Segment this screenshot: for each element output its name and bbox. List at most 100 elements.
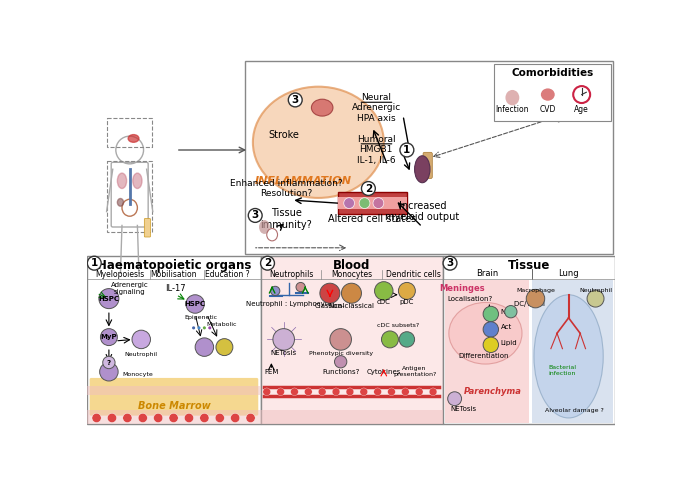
Text: DC/T cell: DC/T cell [514,301,545,307]
Circle shape [375,282,393,300]
Text: Differentiation: Differentiation [458,353,509,360]
FancyBboxPatch shape [260,410,443,424]
Ellipse shape [449,302,522,364]
Circle shape [374,388,382,396]
Circle shape [271,286,280,296]
FancyBboxPatch shape [88,385,260,395]
Text: Lung: Lung [558,269,579,278]
Ellipse shape [312,99,333,116]
Circle shape [448,392,462,406]
Text: Mobilisation: Mobilisation [150,270,197,279]
FancyBboxPatch shape [260,256,443,424]
Text: Antigen
presentation?: Antigen presentation? [393,366,436,377]
FancyBboxPatch shape [90,378,258,416]
Circle shape [399,332,414,347]
Text: cDC: cDC [377,300,390,305]
Text: Stroke: Stroke [269,130,299,140]
Circle shape [195,338,214,356]
FancyBboxPatch shape [532,280,613,422]
Text: pDC: pDC [400,300,414,305]
Text: IL-17: IL-17 [166,284,186,293]
Text: Tissue
immunity?: Tissue immunity? [260,208,312,230]
Text: Parenchyma: Parenchyma [464,386,522,396]
FancyBboxPatch shape [338,192,407,214]
Circle shape [373,198,384,208]
Text: Lipid: Lipid [501,339,517,346]
Text: Brain: Brain [476,269,498,278]
Text: Alveolar damage ?: Alveolar damage ? [545,408,603,413]
Text: HSPC: HSPC [185,301,206,307]
Circle shape [415,388,423,396]
Circle shape [587,290,604,307]
FancyBboxPatch shape [88,256,260,424]
Ellipse shape [541,88,555,101]
Text: Haematopoietic organs: Haematopoietic organs [97,259,251,272]
Circle shape [526,289,545,308]
Circle shape [138,413,147,422]
Text: Monocytes: Monocytes [332,270,373,279]
Circle shape [108,413,116,422]
Circle shape [216,339,233,356]
FancyBboxPatch shape [338,197,407,209]
Circle shape [290,388,298,396]
Circle shape [169,413,178,422]
Circle shape [263,388,271,396]
Circle shape [231,413,240,422]
Circle shape [346,388,353,396]
Text: Bacterial
infection: Bacterial infection [549,365,576,376]
Text: Infection: Infection [496,106,529,114]
Ellipse shape [414,156,430,183]
Text: Nk: Nk [501,309,510,315]
Ellipse shape [133,173,142,189]
Text: NETosis: NETosis [271,350,297,356]
Circle shape [273,329,295,350]
Circle shape [99,362,118,381]
FancyBboxPatch shape [145,218,151,237]
Ellipse shape [128,134,139,142]
Text: Altered cell states: Altered cell states [328,214,416,224]
Text: Epigenetic: Epigenetic [185,315,218,320]
Text: FEM: FEM [264,369,279,375]
Text: NETosis: NETosis [451,406,477,412]
Circle shape [184,413,194,422]
Circle shape [288,93,302,107]
Ellipse shape [259,220,270,234]
Circle shape [296,282,306,292]
Circle shape [360,388,368,396]
Text: Increased
myeloid output: Increased myeloid output [385,201,460,222]
Text: Cytokines: Cytokines [366,369,401,375]
Circle shape [103,356,115,369]
Text: Classical: Classical [314,303,345,309]
Text: Adrenergic
signaling: Adrenergic signaling [111,282,149,295]
Text: Non-classical: Non-classical [328,303,375,309]
Text: 2: 2 [365,183,372,193]
Circle shape [277,388,284,396]
Text: Neutrophils: Neutrophils [269,270,314,279]
Ellipse shape [117,173,127,189]
Text: Monocyte: Monocyte [122,372,153,377]
Ellipse shape [534,295,603,418]
Text: Meninges: Meninges [440,284,485,293]
Circle shape [215,413,225,422]
Ellipse shape [253,87,384,198]
Text: Blood: Blood [333,259,371,272]
Text: Neutrophil : Lymphocyte: Neutrophil : Lymphocyte [246,301,332,307]
Text: Metabolic: Metabolic [207,322,237,326]
Circle shape [320,283,340,303]
Circle shape [132,330,151,348]
Circle shape [483,337,499,352]
FancyBboxPatch shape [445,280,530,422]
Text: HSPC: HSPC [99,296,119,301]
Circle shape [399,282,415,300]
Circle shape [401,388,409,396]
Circle shape [359,198,370,208]
Text: Localisation?: Localisation? [447,296,493,301]
Text: Comorbidities: Comorbidities [511,68,593,78]
Circle shape [246,413,256,422]
Circle shape [330,329,351,350]
Text: Education ?: Education ? [206,270,250,279]
Circle shape [388,388,395,396]
Circle shape [429,388,437,396]
Text: Phenotypic diversity: Phenotypic diversity [309,351,373,356]
Text: Enhanced inflammation?
Resolution?: Enhanced inflammation? Resolution? [229,179,342,198]
